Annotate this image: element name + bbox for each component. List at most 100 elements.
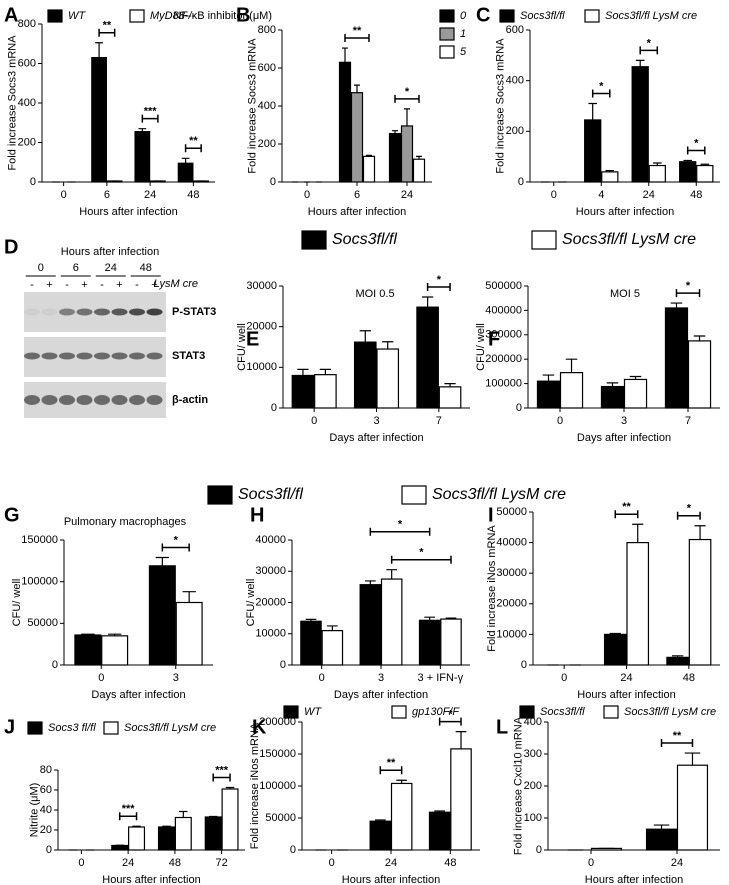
error-bar	[588, 102, 597, 120]
error-bar	[396, 779, 408, 784]
y-tick-label: 10000	[255, 628, 286, 640]
x-axis-label: Days after infection	[91, 689, 185, 701]
significance-label: *	[419, 547, 424, 559]
x-tick-label: 48	[444, 857, 456, 869]
y-tick-label: 100000	[21, 576, 58, 588]
bar	[648, 164, 666, 183]
blot-band	[94, 308, 110, 316]
panel-letter: C	[476, 4, 490, 26]
legend-label: MyD88-/-	[150, 10, 196, 22]
error-bar	[606, 382, 619, 387]
legend-label: WT	[68, 10, 86, 22]
y-tick-label: 300000	[485, 329, 522, 341]
bar	[380, 578, 403, 666]
significance-bracket	[161, 543, 190, 552]
significance-bracket	[426, 282, 451, 291]
x-tick-label: 24	[122, 857, 134, 869]
blot-band	[111, 395, 128, 405]
x-tick-label: 0	[551, 189, 557, 201]
significance-label: *	[398, 519, 403, 531]
y-tick-label: 20000	[246, 321, 277, 333]
error-bar	[455, 731, 467, 749]
error-bar	[672, 655, 684, 658]
bar	[688, 538, 712, 666]
blot-band	[76, 308, 93, 316]
x-tick-label: 0	[61, 189, 67, 201]
significance-label: **	[353, 25, 362, 37]
x-axis-label: Hours after infection	[79, 206, 177, 218]
x-tick-label: 0	[98, 672, 104, 684]
y-tick-label: 40	[40, 804, 52, 816]
significance-bracket	[639, 46, 659, 55]
bar	[101, 635, 129, 666]
y-tick-label: 40000	[496, 537, 527, 549]
y-tick-label: 150000	[21, 534, 58, 546]
legend-label: Socs3fl/fl	[540, 706, 585, 718]
y-tick-label: 200	[258, 138, 276, 150]
error-bar	[694, 525, 706, 540]
chart-title: MOI 0.5	[355, 288, 394, 300]
legend-swatch	[47, 9, 63, 23]
blot-genotype: -	[30, 279, 34, 291]
x-axis-label: Hours after infection	[577, 689, 675, 701]
blot-band	[146, 395, 163, 405]
blot-band	[59, 352, 75, 360]
x-tick-label: 3	[173, 672, 179, 684]
bar	[91, 56, 107, 183]
bar	[450, 748, 472, 851]
significance-label: *	[599, 80, 604, 92]
error-bar	[404, 108, 410, 126]
bar	[696, 164, 714, 183]
significance-bracket	[390, 555, 452, 564]
y-tick-label: 0	[52, 659, 58, 671]
bar	[603, 633, 627, 666]
x-axis-label: Days after infection	[329, 432, 423, 444]
y-tick-label: 0	[521, 659, 527, 671]
significance-label: *	[437, 274, 442, 286]
significance-label: *	[448, 709, 453, 721]
x-tick-label: 0	[78, 857, 84, 869]
bar	[111, 844, 129, 851]
legend-label: Socs3fl/fl LysM cre	[432, 486, 566, 503]
y-tick-label: 150000	[259, 748, 296, 760]
y-tick-label: 200	[524, 780, 542, 792]
legend-swatch	[301, 230, 327, 250]
significance-bracket	[379, 766, 403, 775]
y-axis-label: CFU/ well	[475, 323, 487, 371]
legend-swatch	[129, 9, 145, 23]
error-bar	[700, 163, 710, 166]
blot-band	[129, 352, 145, 360]
bar	[438, 386, 462, 409]
error-bar	[305, 618, 317, 622]
error-bar	[632, 523, 644, 543]
significance-bracket	[614, 510, 639, 519]
legend-swatch	[401, 485, 427, 505]
significance-label: *	[405, 86, 410, 98]
bar	[416, 306, 439, 409]
y-axis-label: Fold increase Socs3 mRNA	[7, 35, 19, 171]
y-tick-label: 0	[280, 659, 286, 671]
error-bar	[683, 159, 692, 162]
x-axis-label: Days after infection	[577, 432, 671, 444]
blot-genotype: +	[46, 279, 52, 291]
y-axis-label: CFU/ well	[245, 579, 257, 627]
bar	[148, 565, 176, 666]
bar	[559, 372, 584, 409]
x-tick-label: 6	[354, 189, 360, 201]
y-tick-label: 600	[258, 62, 276, 74]
y-tick-label: 200000	[485, 353, 522, 365]
blot-genotype-label: LysM cre	[154, 278, 198, 290]
y-tick-label: 20000	[255, 596, 286, 608]
error-bar	[319, 368, 331, 375]
significance-bracket	[675, 289, 701, 298]
y-tick-label: 50000	[496, 506, 527, 518]
blot-genotype: +	[151, 279, 157, 291]
x-tick-label: 48	[169, 857, 181, 869]
y-tick-label: 40000	[255, 534, 286, 546]
blot-time: 0	[38, 262, 44, 274]
significance-label: **	[673, 730, 682, 742]
error-bar	[386, 569, 398, 580]
panel-letter: L	[496, 716, 508, 738]
error-bar	[297, 368, 309, 376]
blot-band	[146, 352, 163, 360]
